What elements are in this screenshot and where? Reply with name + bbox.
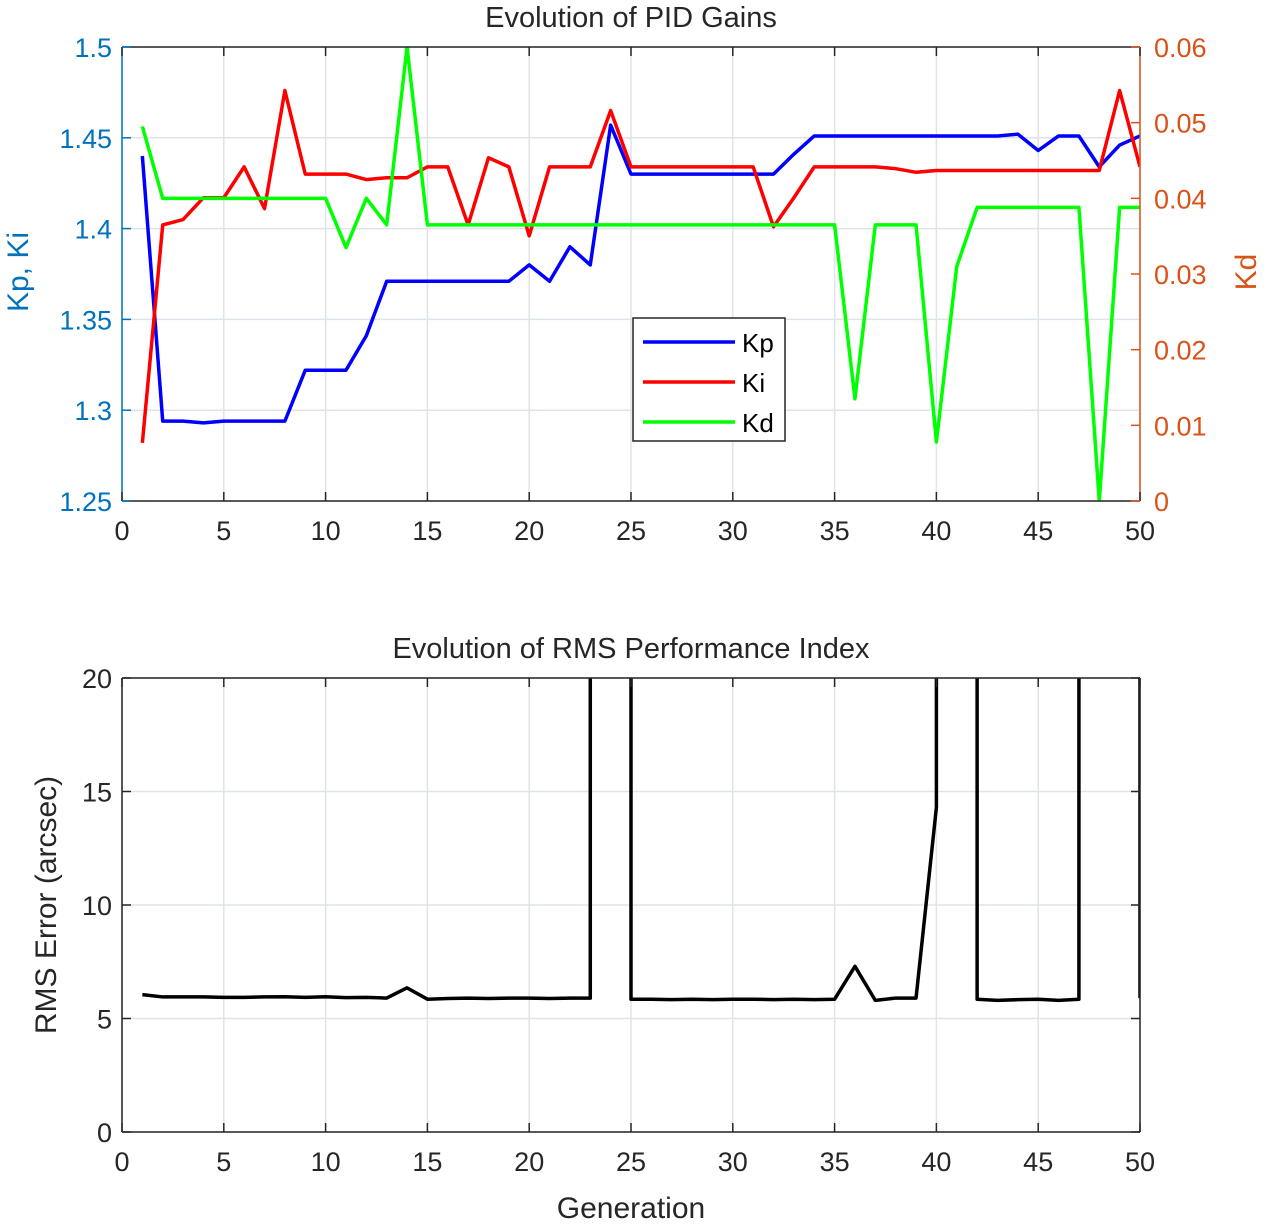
series-line-kd bbox=[140, 47, 1140, 501]
y-axis-label-left: Kp, Ki bbox=[2, 232, 35, 312]
x-tick-label: 30 bbox=[718, 516, 748, 546]
y-tick-label: 1.25 bbox=[59, 487, 112, 517]
y-tick-label-right: 0 bbox=[1154, 487, 1169, 517]
x-tick-label: 25 bbox=[616, 1147, 646, 1177]
y-tick-label: 15 bbox=[82, 778, 112, 808]
x-tick-label: 10 bbox=[311, 1147, 341, 1177]
y-tick-label: 1.3 bbox=[74, 396, 112, 426]
x-tick-label: 20 bbox=[514, 1147, 544, 1177]
x-tick-label: 45 bbox=[1023, 1147, 1053, 1177]
chart-title: Evolution of PID Gains bbox=[485, 2, 777, 34]
series-line-ki bbox=[140, 88, 1140, 444]
chart-title: Evolution of RMS Performance Index bbox=[392, 633, 870, 665]
y-tick-label-right: 0.04 bbox=[1154, 184, 1207, 214]
series-line-kp bbox=[140, 123, 1140, 425]
legend-label-kd: Kd bbox=[742, 408, 774, 438]
x-tick-label: 0 bbox=[114, 1147, 129, 1177]
x-tick-label: 10 bbox=[311, 516, 341, 546]
y-tick-label: 1.4 bbox=[74, 215, 112, 245]
axes bbox=[121, 677, 1141, 1133]
y-tick-label: 5 bbox=[97, 1005, 112, 1035]
y-tick-label-right: 0.06 bbox=[1154, 33, 1207, 63]
x-tick-label: 15 bbox=[412, 516, 442, 546]
y-tick-label: 1.45 bbox=[59, 124, 112, 154]
y-tick-label: 10 bbox=[82, 891, 112, 921]
x-tick-label: 5 bbox=[216, 516, 231, 546]
y-tick-label-right: 0.03 bbox=[1154, 260, 1207, 290]
x-tick-label: 40 bbox=[921, 1147, 951, 1177]
x-tick-labels: 0 5 10 15 20 25 30 35 40 45 50 bbox=[114, 1147, 1155, 1177]
pid-gains-chart: 0 5 10 15 20 25 30 35 40 45 50 1.251.31.351.41.451… bbox=[2, 2, 1263, 546]
x-tick-label: 30 bbox=[718, 1147, 748, 1177]
y-tick-label: 0 bbox=[97, 1118, 112, 1148]
y-tick-labels: 0 5 10 15 20 bbox=[82, 664, 112, 1148]
x-tick-label: 50 bbox=[1125, 516, 1155, 546]
x-tick-label: 50 bbox=[1125, 1147, 1155, 1177]
x-tick-label: 45 bbox=[1023, 516, 1053, 546]
y-tick-label: 1.35 bbox=[59, 305, 112, 335]
y-tick-label-right: 0.05 bbox=[1154, 109, 1207, 139]
x-axis-label: Generation bbox=[557, 1192, 705, 1224]
legend: Kp Ki Kd bbox=[632, 317, 786, 442]
y-axis-label-right: Kd bbox=[1230, 254, 1263, 291]
x-tick-label: 25 bbox=[616, 516, 646, 546]
y-axis-label: RMS Error (arcsec) bbox=[30, 776, 63, 1034]
y-tick-label: 1.5 bbox=[74, 33, 112, 63]
axes bbox=[121, 46, 1141, 502]
x-tick-label: 0 bbox=[114, 516, 129, 546]
x-tick-label: 15 bbox=[412, 1147, 442, 1177]
y-tick-labels-right: 0 0.01 0.02 0.03 0.04 0.05 0.06 bbox=[1154, 33, 1207, 517]
x-tick-label: 35 bbox=[820, 516, 850, 546]
y-tick-label-right: 0.01 bbox=[1154, 411, 1207, 441]
series-lines bbox=[140, 47, 1140, 501]
series-line-rms bbox=[142, 678, 1140, 1003]
series-lines bbox=[142, 678, 1140, 1003]
legend-label-ki: Ki bbox=[742, 368, 765, 398]
x-tick-labels: 0 5 10 15 20 25 30 35 40 45 50 bbox=[114, 516, 1155, 546]
x-tick-label: 40 bbox=[921, 516, 951, 546]
rms-performance-chart: 0 5 10 15 20 25 30 35 40 45 50 0 5 10 15 20 Evolution … bbox=[30, 633, 1155, 1224]
y-tick-labels-left: 1.25 1.3 1.35 1.4 1.45 1.5 bbox=[59, 33, 112, 517]
x-tick-label: 35 bbox=[820, 1147, 850, 1177]
x-tick-label: 20 bbox=[514, 516, 544, 546]
x-tick-label: 5 bbox=[216, 1147, 231, 1177]
y-tick-label-right: 0.02 bbox=[1154, 336, 1207, 366]
legend-label-kp: Kp bbox=[742, 328, 774, 358]
y-tick-label: 20 bbox=[82, 664, 112, 694]
